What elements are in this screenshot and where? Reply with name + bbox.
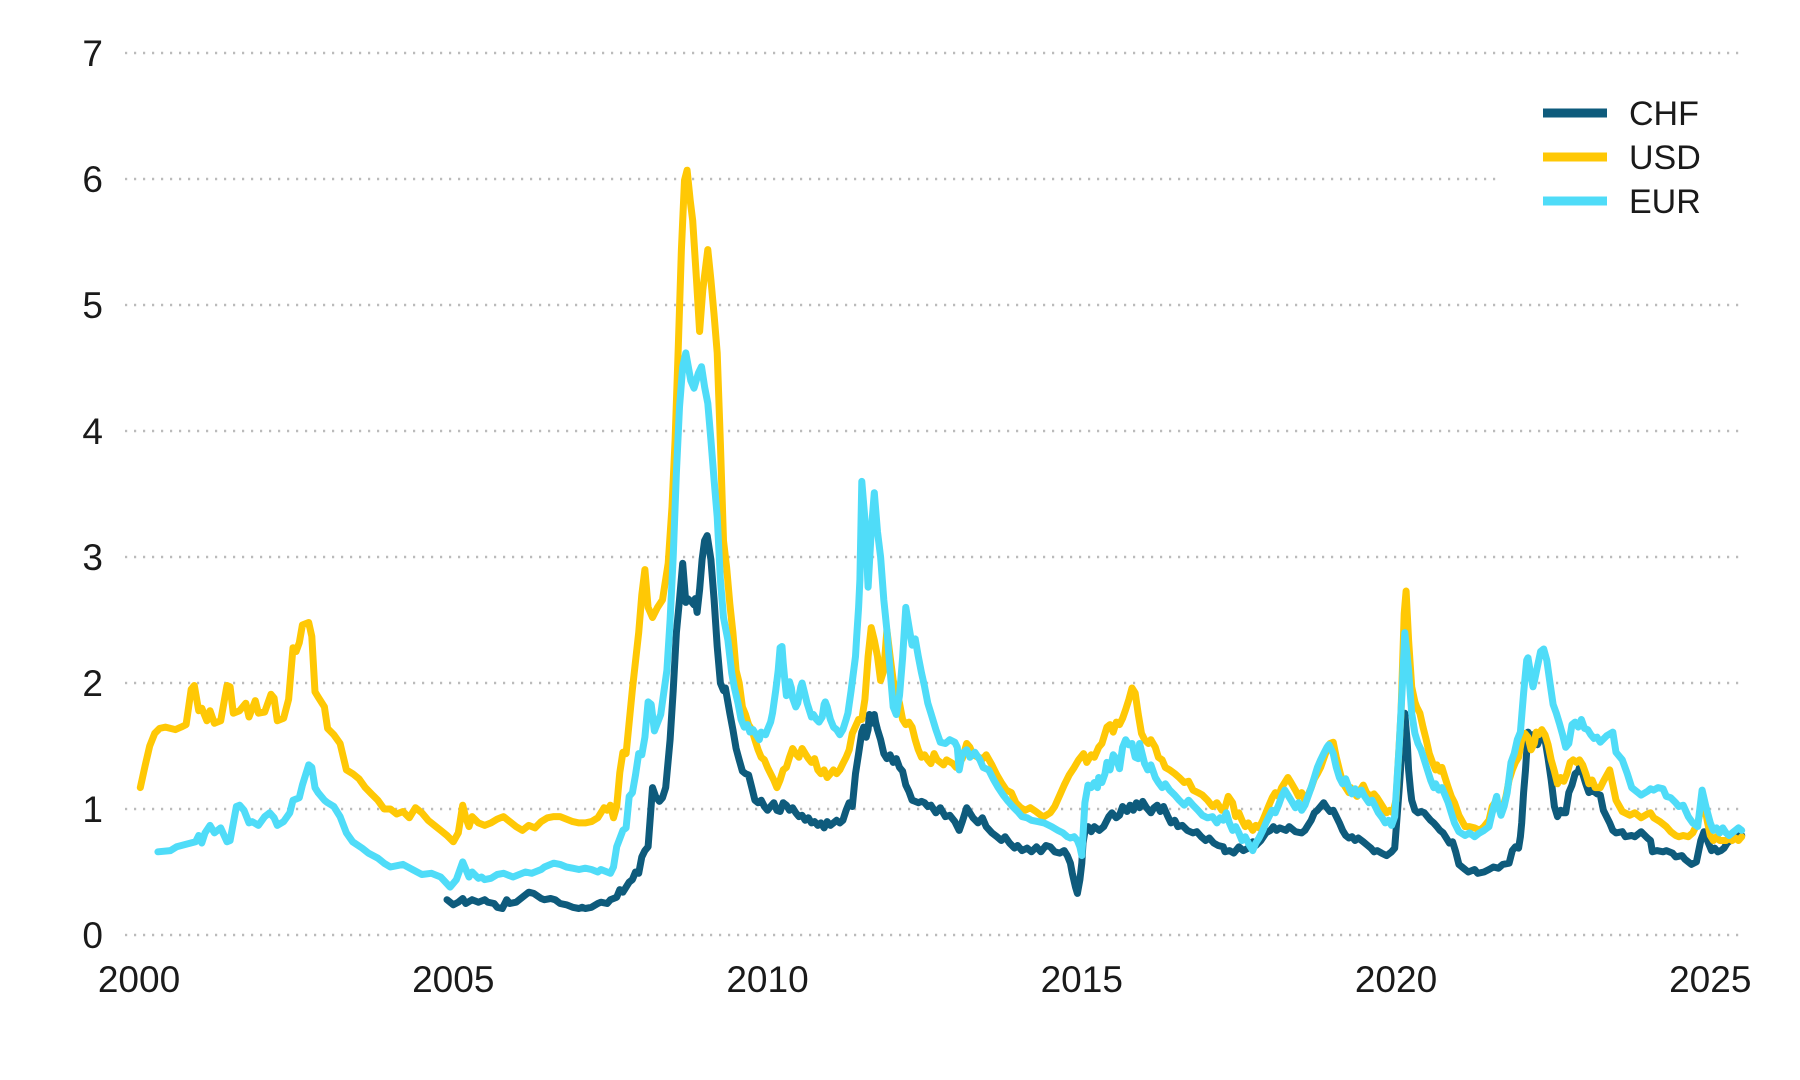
legend-background bbox=[1496, 72, 1750, 220]
y-tick-label: 7 bbox=[82, 33, 103, 74]
legend-label-chf: CHF bbox=[1629, 95, 1699, 133]
y-tick-label: 1 bbox=[82, 789, 103, 830]
x-tick-label: 2025 bbox=[1669, 959, 1751, 1000]
y-tick-label: 0 bbox=[82, 915, 103, 956]
x-tick-label: 2020 bbox=[1355, 959, 1437, 1000]
y-tick-label: 2 bbox=[82, 663, 103, 704]
x-tick-label: 2005 bbox=[412, 959, 494, 1000]
x-tick-label: 2000 bbox=[98, 959, 180, 1000]
y-tick-label: 6 bbox=[82, 159, 103, 200]
x-tick-label: 2010 bbox=[726, 959, 808, 1000]
series-line-eur bbox=[154, 349, 1746, 891]
legend-label-usd: USD bbox=[1629, 139, 1701, 177]
y-tick-label: 3 bbox=[82, 537, 103, 578]
y-tick-label: 5 bbox=[82, 285, 103, 326]
y-tick-label: 4 bbox=[82, 411, 103, 452]
x-tick-label: 2015 bbox=[1041, 959, 1123, 1000]
legend-label-eur: EUR bbox=[1629, 183, 1701, 221]
